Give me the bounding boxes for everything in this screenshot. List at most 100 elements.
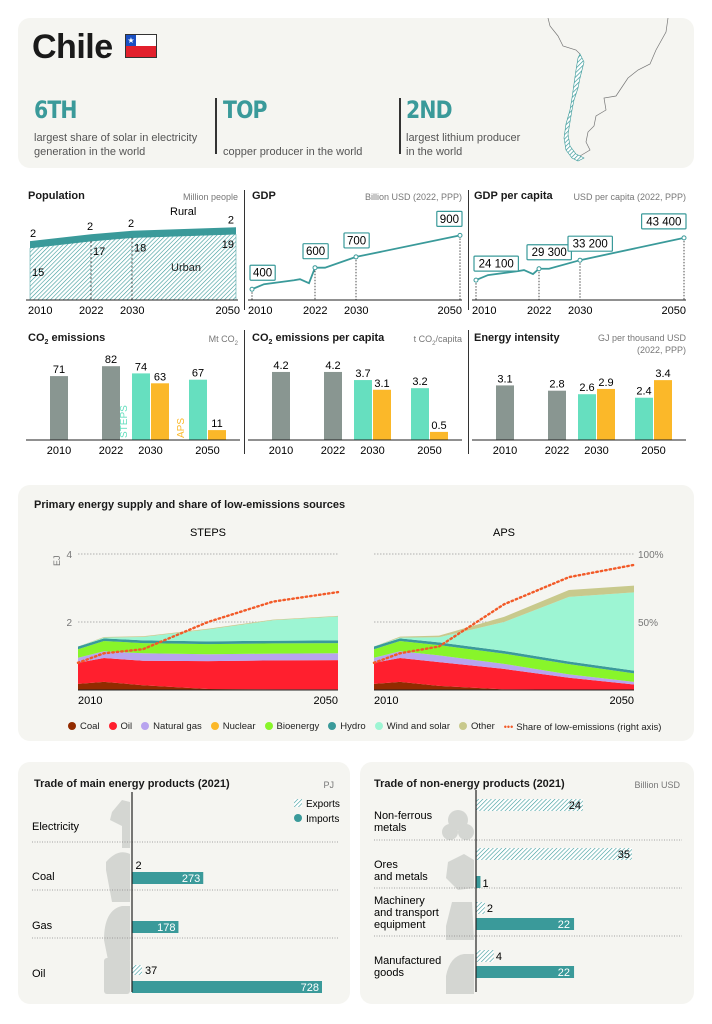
bar-exports xyxy=(476,902,485,914)
stat-rank-solar: 6TH xyxy=(34,96,77,124)
bar-steps xyxy=(354,380,372,440)
gdp-unit: Billion USD (2022, PPP) xyxy=(364,192,462,202)
data-point xyxy=(681,235,687,241)
legend-swatch-icon xyxy=(108,722,117,730)
bar-value: 2 xyxy=(487,903,493,915)
stat-rank-lithium: 2ND xyxy=(406,96,453,124)
x-tick-label: 2030 xyxy=(344,305,368,315)
bar-value: 74 xyxy=(135,361,147,373)
bar-historical xyxy=(548,390,566,440)
rural-value: 2 xyxy=(30,228,36,240)
electricity-pylon-icon xyxy=(110,800,130,848)
co2-emissions-chart: 71 2010 82 2022 74 63 2030 67 11 2050 STEPS APS xyxy=(26,354,240,457)
legend-item: Natural gas xyxy=(141,721,202,732)
stat-desc-line: generation in the world xyxy=(34,146,146,158)
crane-icon xyxy=(446,902,474,940)
bar-value: 3.4 xyxy=(655,368,670,380)
legend-label: Nuclear xyxy=(222,720,256,732)
population-unit: Million people xyxy=(182,192,238,202)
category-label: Machinery xyxy=(374,895,425,907)
energy-intensity-unit: GJ per thousand USD (2022, PPP) xyxy=(560,332,686,356)
bar-steps xyxy=(635,397,653,440)
x-tick-label: 2010 xyxy=(47,445,71,457)
area-wind-and-solar xyxy=(374,592,634,671)
bar-value: 3.1 xyxy=(374,378,389,390)
rural-area xyxy=(30,227,236,249)
bar-value: 71 xyxy=(53,364,65,376)
value-label-box xyxy=(343,232,370,249)
bar-value: 82 xyxy=(105,354,117,366)
bar-aps xyxy=(597,388,615,440)
co2pc-unit: t CO2/capita xyxy=(413,334,462,347)
x-tick-label: 2050 xyxy=(195,445,219,457)
bar-value: 22 xyxy=(558,919,570,931)
series-line xyxy=(475,236,685,281)
bar-value: 178 xyxy=(157,922,175,934)
area-coal xyxy=(78,681,338,690)
data-point xyxy=(249,286,255,292)
value-label-box xyxy=(302,243,329,260)
bar-value: 728 xyxy=(301,982,319,994)
bar-steps xyxy=(578,394,596,440)
divider xyxy=(215,98,217,154)
right-axis-tick: 50% xyxy=(638,618,658,629)
x-tick-label: 2050 xyxy=(662,305,686,315)
panel-title: APS xyxy=(493,527,515,539)
stat-desc-solar: largest share of solar in electricity ge… xyxy=(34,131,197,159)
x-tick-label: 2050 xyxy=(216,305,240,315)
steps-label: STEPS xyxy=(119,405,130,438)
bar-imports xyxy=(476,966,575,978)
category-label: Oil xyxy=(32,968,45,980)
x-tick-label: 2010 xyxy=(248,305,272,315)
legend-label: Imports xyxy=(306,814,339,825)
population-title: Population xyxy=(28,190,85,202)
x-tick-label: 2022 xyxy=(79,305,103,315)
category-label: Manufactured xyxy=(374,955,441,967)
legend-label: Bioenergy xyxy=(276,720,320,732)
x-tick-label: 2010 xyxy=(269,445,293,457)
divider xyxy=(244,330,245,454)
value-label: 33 200 xyxy=(573,239,608,251)
bar-value: 2 xyxy=(136,860,142,872)
imports-swatch-icon xyxy=(294,814,302,822)
x-tick-label: 2030 xyxy=(584,445,608,457)
trade-non-energy-unit: Billion USD xyxy=(634,780,680,790)
area-other xyxy=(374,585,634,647)
co2-unit: Mt CO2 xyxy=(208,334,238,347)
legend-label: Wind and solar xyxy=(386,720,451,732)
bar-imports xyxy=(476,876,481,888)
area-hydro xyxy=(78,638,338,650)
divider xyxy=(468,330,469,454)
legend-swatch-icon xyxy=(141,722,150,730)
value-label: 24 100 xyxy=(479,259,514,271)
aps-label: APS xyxy=(176,418,187,438)
bar-value: 11 xyxy=(211,418,222,430)
legend-swatch-icon xyxy=(68,722,76,730)
bar-imports xyxy=(132,921,179,933)
category-label: metals xyxy=(374,822,407,834)
value-label: 400 xyxy=(253,268,272,280)
category-label: and transport xyxy=(374,907,439,919)
bar-steps xyxy=(411,388,429,440)
energy-intensity-chart: 3.1 2010 2.8 2022 2.6 2.9 2030 2.4 3.4 2050 xyxy=(472,368,686,457)
population-chart: 2 15 2010 2 17 2022 2 18 2030 2 19 2050 Rural Urban xyxy=(26,206,240,315)
chile-flag-icon: ★ xyxy=(125,34,157,58)
bar-value: 2.8 xyxy=(549,379,564,391)
x-tick-label: 2030 xyxy=(568,305,592,315)
co2-per-capita-chart: 4.2 2010 4.2 2022 3.7 3.1 2030 3.2 0.5 2050 xyxy=(248,360,462,457)
category-label: goods xyxy=(374,967,404,979)
ore-rock-icon xyxy=(446,854,474,890)
category-label: Coal xyxy=(32,871,55,883)
stat-desc-line: largest share of solar in electricity xyxy=(34,132,198,144)
legend-swatch-icon xyxy=(328,722,337,730)
value-label: 600 xyxy=(306,246,325,258)
bar-value: 4.2 xyxy=(273,360,288,372)
gas-tank-icon xyxy=(104,906,130,960)
legend-label: Natural gas xyxy=(153,720,202,732)
legend-item: Coal xyxy=(68,721,100,732)
stat-rank-copper: TOP xyxy=(223,96,268,124)
bar-value: 22 xyxy=(558,967,570,979)
x-tick-label: 2030 xyxy=(138,445,162,457)
value-label-box xyxy=(641,213,687,230)
data-point xyxy=(457,232,463,238)
